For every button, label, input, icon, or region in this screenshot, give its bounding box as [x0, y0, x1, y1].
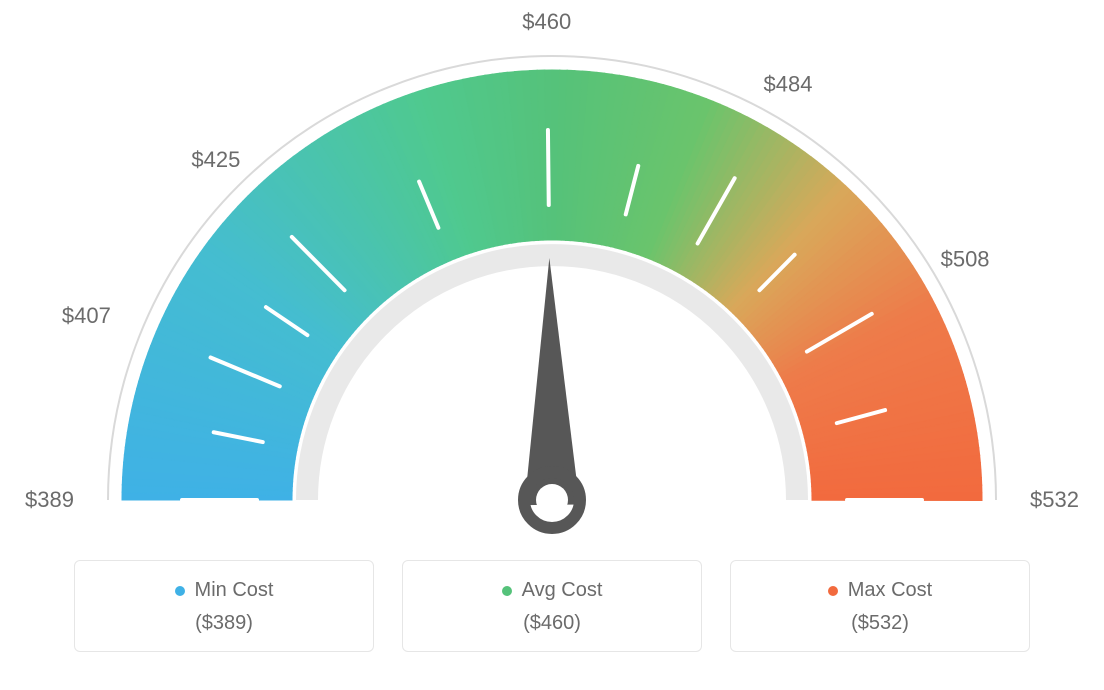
legend-value-avg: ($460): [413, 612, 691, 635]
svg-text:$425: $425: [191, 147, 240, 172]
legend-card-min: Min Cost ($389): [74, 560, 374, 652]
legend-top: Avg Cost: [413, 579, 691, 602]
legend-row: Min Cost ($389) Avg Cost ($460) Max Cost…: [0, 560, 1104, 652]
svg-text:$407: $407: [62, 303, 111, 328]
gauge-chart: $389 $407 $425 $460 $484 $508 $532: [0, 0, 1104, 560]
legend-card-avg: Avg Cost ($460): [402, 560, 702, 652]
svg-text:$532: $532: [1030, 487, 1079, 512]
legend-value-max: ($532): [741, 612, 1019, 635]
legend-dot-min: [175, 586, 185, 596]
legend-label-min: Min Cost: [195, 579, 274, 602]
legend-dot-avg: [502, 586, 512, 596]
gauge-svg: $389 $407 $425 $460 $484 $508 $532: [0, 0, 1104, 560]
legend-dot-max: [828, 586, 838, 596]
legend-label-max: Max Cost: [848, 579, 932, 602]
svg-text:$460: $460: [522, 9, 571, 34]
legend-top: Max Cost: [741, 579, 1019, 602]
svg-text:$389: $389: [25, 487, 74, 512]
legend-label-avg: Avg Cost: [522, 579, 603, 602]
legend-value-min: ($389): [85, 612, 363, 635]
svg-text:$508: $508: [941, 246, 990, 271]
legend-card-max: Max Cost ($532): [730, 560, 1030, 652]
legend-top: Min Cost: [85, 579, 363, 602]
svg-text:$484: $484: [763, 71, 812, 96]
